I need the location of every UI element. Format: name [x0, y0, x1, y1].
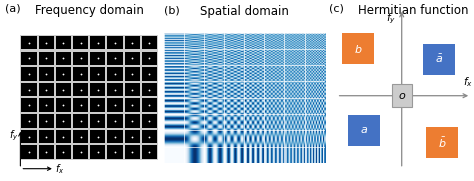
Bar	[142, 83, 157, 96]
Bar	[56, 67, 71, 81]
Bar	[38, 52, 54, 65]
Text: $\bar{a}$: $\bar{a}$	[435, 53, 443, 65]
Bar	[73, 52, 88, 65]
Bar	[21, 145, 36, 159]
Bar	[21, 67, 36, 81]
Bar	[125, 67, 140, 81]
Bar	[90, 83, 106, 96]
Text: (a): (a)	[5, 4, 20, 14]
Text: Spatial domain: Spatial domain	[200, 5, 289, 18]
Bar	[125, 145, 140, 159]
Bar	[142, 114, 157, 128]
Bar	[107, 114, 123, 128]
Bar	[107, 98, 123, 112]
Bar	[107, 52, 123, 65]
Bar	[90, 36, 106, 49]
Bar	[38, 36, 54, 49]
Bar	[142, 98, 157, 112]
Bar	[90, 114, 106, 128]
Bar	[73, 36, 88, 49]
Bar	[90, 98, 106, 112]
Bar	[73, 114, 88, 128]
Text: $f_y$: $f_y$	[386, 11, 396, 26]
Bar	[21, 98, 36, 112]
Bar	[56, 52, 71, 65]
Bar	[142, 36, 157, 49]
Bar	[56, 83, 71, 96]
Bar	[125, 130, 140, 143]
Bar	[107, 145, 123, 159]
Bar	[90, 130, 106, 143]
Bar	[125, 114, 140, 128]
Bar	[56, 114, 71, 128]
Text: $\bar{b}$: $\bar{b}$	[438, 136, 447, 150]
Bar	[107, 83, 123, 96]
Bar	[56, 145, 71, 159]
Bar	[90, 145, 106, 159]
Bar	[125, 36, 140, 49]
Bar	[38, 130, 54, 143]
Bar	[56, 98, 71, 112]
Bar	[56, 130, 71, 143]
Bar	[73, 67, 88, 81]
Bar	[142, 67, 157, 81]
Text: $f_x$: $f_x$	[55, 162, 64, 176]
FancyBboxPatch shape	[423, 44, 455, 75]
Bar	[21, 36, 36, 49]
Bar	[142, 130, 157, 143]
FancyBboxPatch shape	[426, 127, 458, 158]
Bar	[125, 83, 140, 96]
Text: $o$: $o$	[398, 91, 406, 101]
Bar	[125, 98, 140, 112]
Bar	[107, 67, 123, 81]
Bar	[90, 52, 106, 65]
Bar	[90, 67, 106, 81]
Bar	[38, 98, 54, 112]
Bar	[21, 114, 36, 128]
Bar	[21, 130, 36, 143]
FancyBboxPatch shape	[348, 115, 380, 146]
Bar	[73, 83, 88, 96]
Text: (c): (c)	[329, 4, 344, 14]
Bar	[73, 145, 88, 159]
Bar	[38, 145, 54, 159]
Text: $a$: $a$	[360, 125, 368, 135]
Text: Frequency domain: Frequency domain	[35, 4, 144, 17]
FancyBboxPatch shape	[392, 84, 412, 107]
Bar	[142, 52, 157, 65]
Bar	[107, 130, 123, 143]
Text: $f_x$: $f_x$	[463, 75, 473, 89]
Bar	[56, 36, 71, 49]
Bar	[21, 52, 36, 65]
Bar	[38, 67, 54, 81]
Bar	[38, 83, 54, 96]
Text: $f_y$: $f_y$	[9, 129, 19, 143]
Bar	[125, 52, 140, 65]
Bar	[73, 98, 88, 112]
Bar	[38, 114, 54, 128]
FancyBboxPatch shape	[342, 33, 374, 64]
Bar	[142, 145, 157, 159]
Bar	[73, 130, 88, 143]
Text: Hermitian function: Hermitian function	[358, 4, 468, 17]
Text: $b$: $b$	[354, 43, 363, 55]
Bar	[20, 35, 158, 160]
Bar	[21, 83, 36, 96]
Bar	[107, 36, 123, 49]
Text: (b): (b)	[164, 5, 179, 15]
